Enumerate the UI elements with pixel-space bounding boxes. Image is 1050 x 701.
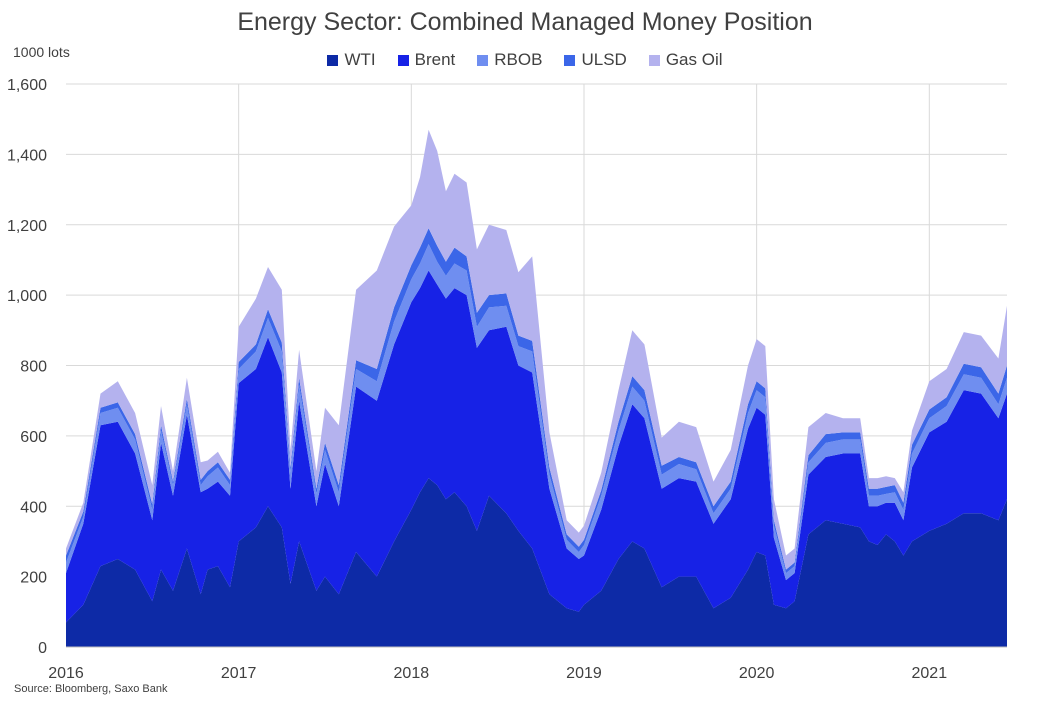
legend-swatch-wti [327, 54, 339, 66]
x-tick-label: 2019 [566, 665, 602, 682]
legend-label-ulsd: ULSD [581, 50, 627, 69]
legend-item-ulsd: ULSD [564, 50, 627, 70]
chart-title: Energy Sector: Combined Managed Money Po… [237, 8, 813, 36]
x-tick-label: 2017 [221, 665, 257, 682]
axes: 0 200 400 600 800 1,000 1,200 1,400 1,600 2016 201… [7, 77, 1007, 682]
legend-item-wti: WTI [327, 50, 376, 70]
legend-label-gas-oil: Gas Oil [665, 50, 723, 69]
y-tick-label: 600 [20, 429, 47, 446]
legend-item-gas-oil: Gas Oil [648, 50, 723, 70]
legend-item-rbob: RBOB [477, 50, 542, 70]
x-tick-label: 2018 [394, 665, 430, 682]
legend-item-brent: Brent [397, 50, 456, 70]
source-note: Source: Bloomberg, Saxo Bank [14, 683, 168, 695]
legend-swatch-ulsd [564, 54, 576, 66]
legend-swatch-gas-oil [648, 54, 660, 66]
legend-label-rbob: RBOB [494, 50, 543, 69]
y-tick-label: 800 [20, 359, 47, 376]
y-axis-unit-label: 1000 lots [13, 44, 70, 60]
x-tick-label: 2016 [48, 665, 84, 682]
y-tick-label: 1,400 [7, 147, 47, 164]
area-brent [66, 270, 1007, 623]
legend-label-brent: Brent [414, 50, 456, 69]
y-tick-label: 400 [20, 499, 47, 516]
y-tick-label: 0 [38, 640, 47, 657]
area-gas-oil [66, 129, 1007, 570]
legend: WTI Brent RBOB ULSD Gas Oil [0, 50, 1050, 70]
legend-label-wti: WTI [344, 50, 376, 69]
area-wti [66, 478, 1007, 647]
x-tick-label: 2020 [739, 665, 775, 682]
area-rbob [66, 244, 1007, 581]
legend-swatch-brent [397, 54, 409, 66]
y-tick-label: 1,200 [7, 218, 47, 235]
y-tick-label: 1,600 [7, 77, 47, 94]
series-areas [66, 129, 1007, 647]
legend-swatch-rbob [477, 54, 489, 66]
x-tick-label: 2021 [912, 665, 948, 682]
y-tick-label: 1,000 [7, 288, 47, 305]
y-tick-label: 200 [20, 570, 47, 587]
